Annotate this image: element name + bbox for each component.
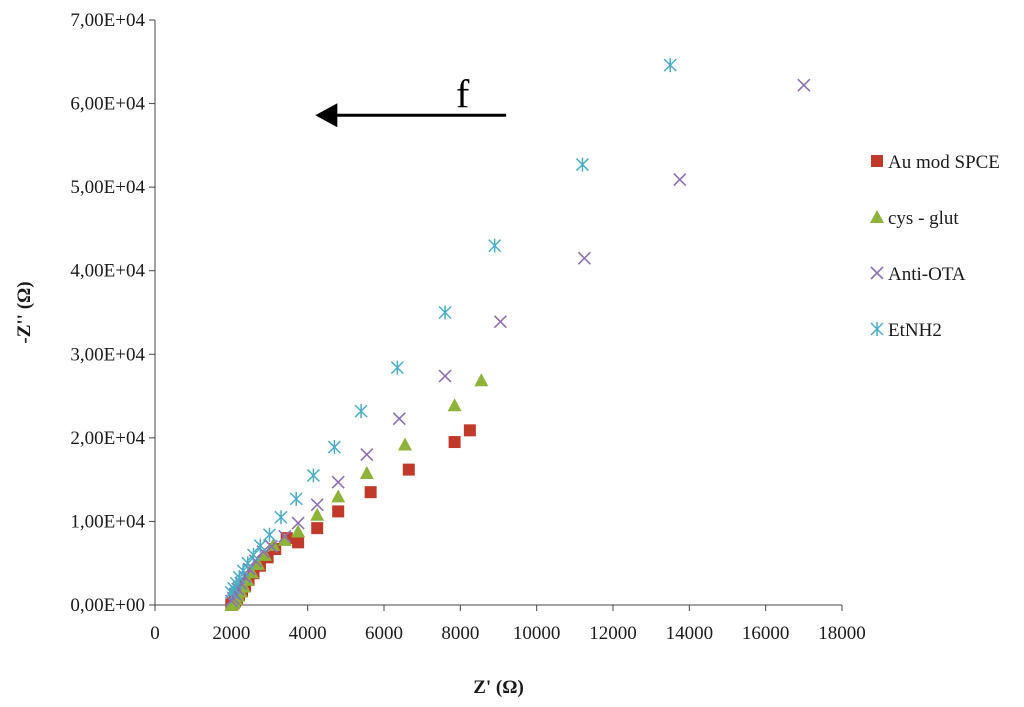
x-axis-title: Z' (Ω) [473,677,524,698]
data-point [463,424,476,437]
frequency-annotation: f [315,71,507,128]
legend: Au mod SPCE cys - glut Anti-OTA EtNH2 [870,152,1000,341]
data-point [289,491,303,506]
legend-label: cys - glut [888,208,959,229]
frequency-label: f [456,71,470,116]
data-point [673,173,687,187]
legend-item: Au mod SPCE [871,152,1000,173]
legend-item: EtNH2 [870,320,942,341]
data-point [331,489,346,503]
legend-label: EtNH2 [888,320,942,341]
legend-item: Anti-OTA [870,264,966,285]
y-tick-label: 7,00E+04 [70,10,145,31]
data-point [278,529,292,544]
series-3 [224,58,677,600]
data-point [310,507,325,521]
legend-item: cys - glut [870,208,959,229]
x-tick-label: 14000 [666,623,714,644]
x-tick-label: 18000 [818,623,866,644]
data-point [397,437,412,451]
data-point [310,498,324,512]
data-point [264,539,278,554]
legend-label: Anti-OTA [888,264,966,285]
data-point [292,536,305,549]
data-point [474,373,489,387]
x-tick-label: 16000 [742,623,790,644]
data-point [306,468,320,483]
data-point [246,547,261,562]
data-point [575,157,589,172]
data-point [392,412,406,426]
data-point [274,510,288,525]
data-point [291,516,305,530]
series-1 [224,373,489,611]
data-point [331,475,345,489]
x-tick-label: 2000 [212,623,250,644]
data-point [241,556,255,571]
y-tick-label: 0,00E+00 [70,595,145,616]
x-tick-label: 8000 [441,623,479,644]
data-point [360,448,374,462]
y-tick-label: 3,00E+04 [70,344,145,365]
data-point [327,440,341,455]
y-tick-label: 1,00E+04 [70,511,145,532]
x-ticks: 0 2000 4000 6000 8000 10000 12000 14000 16000 180… [150,605,866,644]
y-ticks: 0,00E+00 1,00E+04 2,00E+04 3,00E+04 4,00E+04… [70,10,155,616]
data-point [447,398,462,412]
data-point [332,505,345,518]
data-point [438,305,452,320]
legend-marker [871,155,883,167]
legend-marker [870,266,884,280]
data-point [402,463,415,476]
series-layer [224,58,811,611]
x-tick-label: 0 [150,623,160,644]
data-point [253,538,267,553]
data-point [359,465,374,479]
data-point [448,436,461,449]
data-point [797,78,811,92]
x-tick-label: 12000 [589,623,637,644]
data-point [262,527,277,542]
y-tick-label: 4,00E+04 [70,261,145,282]
data-point [277,532,292,546]
data-point [488,238,502,253]
series-0 [225,424,476,611]
data-point [493,315,507,329]
legend-marker [870,322,884,336]
y-tick-label: 5,00E+04 [70,177,145,198]
x-tick-label: 4000 [289,623,327,644]
x-tick-label: 10000 [513,623,561,644]
data-point [438,369,452,383]
axes [154,20,842,606]
data-point [354,404,368,419]
x-tick-label: 6000 [365,623,403,644]
data-point [364,486,377,499]
legend-marker [870,210,884,223]
data-point [390,360,404,375]
data-point [311,522,324,535]
y-axis-title: -Z'' (Ω) [14,281,35,343]
legend-label: Au mod SPCE [888,152,1000,173]
y-tick-label: 2,00E+04 [70,428,145,449]
data-point [577,251,591,265]
y-tick-label: 6,00E+04 [70,94,145,115]
data-point [663,58,677,73]
frequency-arrow-head [315,103,338,128]
data-point [291,524,306,538]
